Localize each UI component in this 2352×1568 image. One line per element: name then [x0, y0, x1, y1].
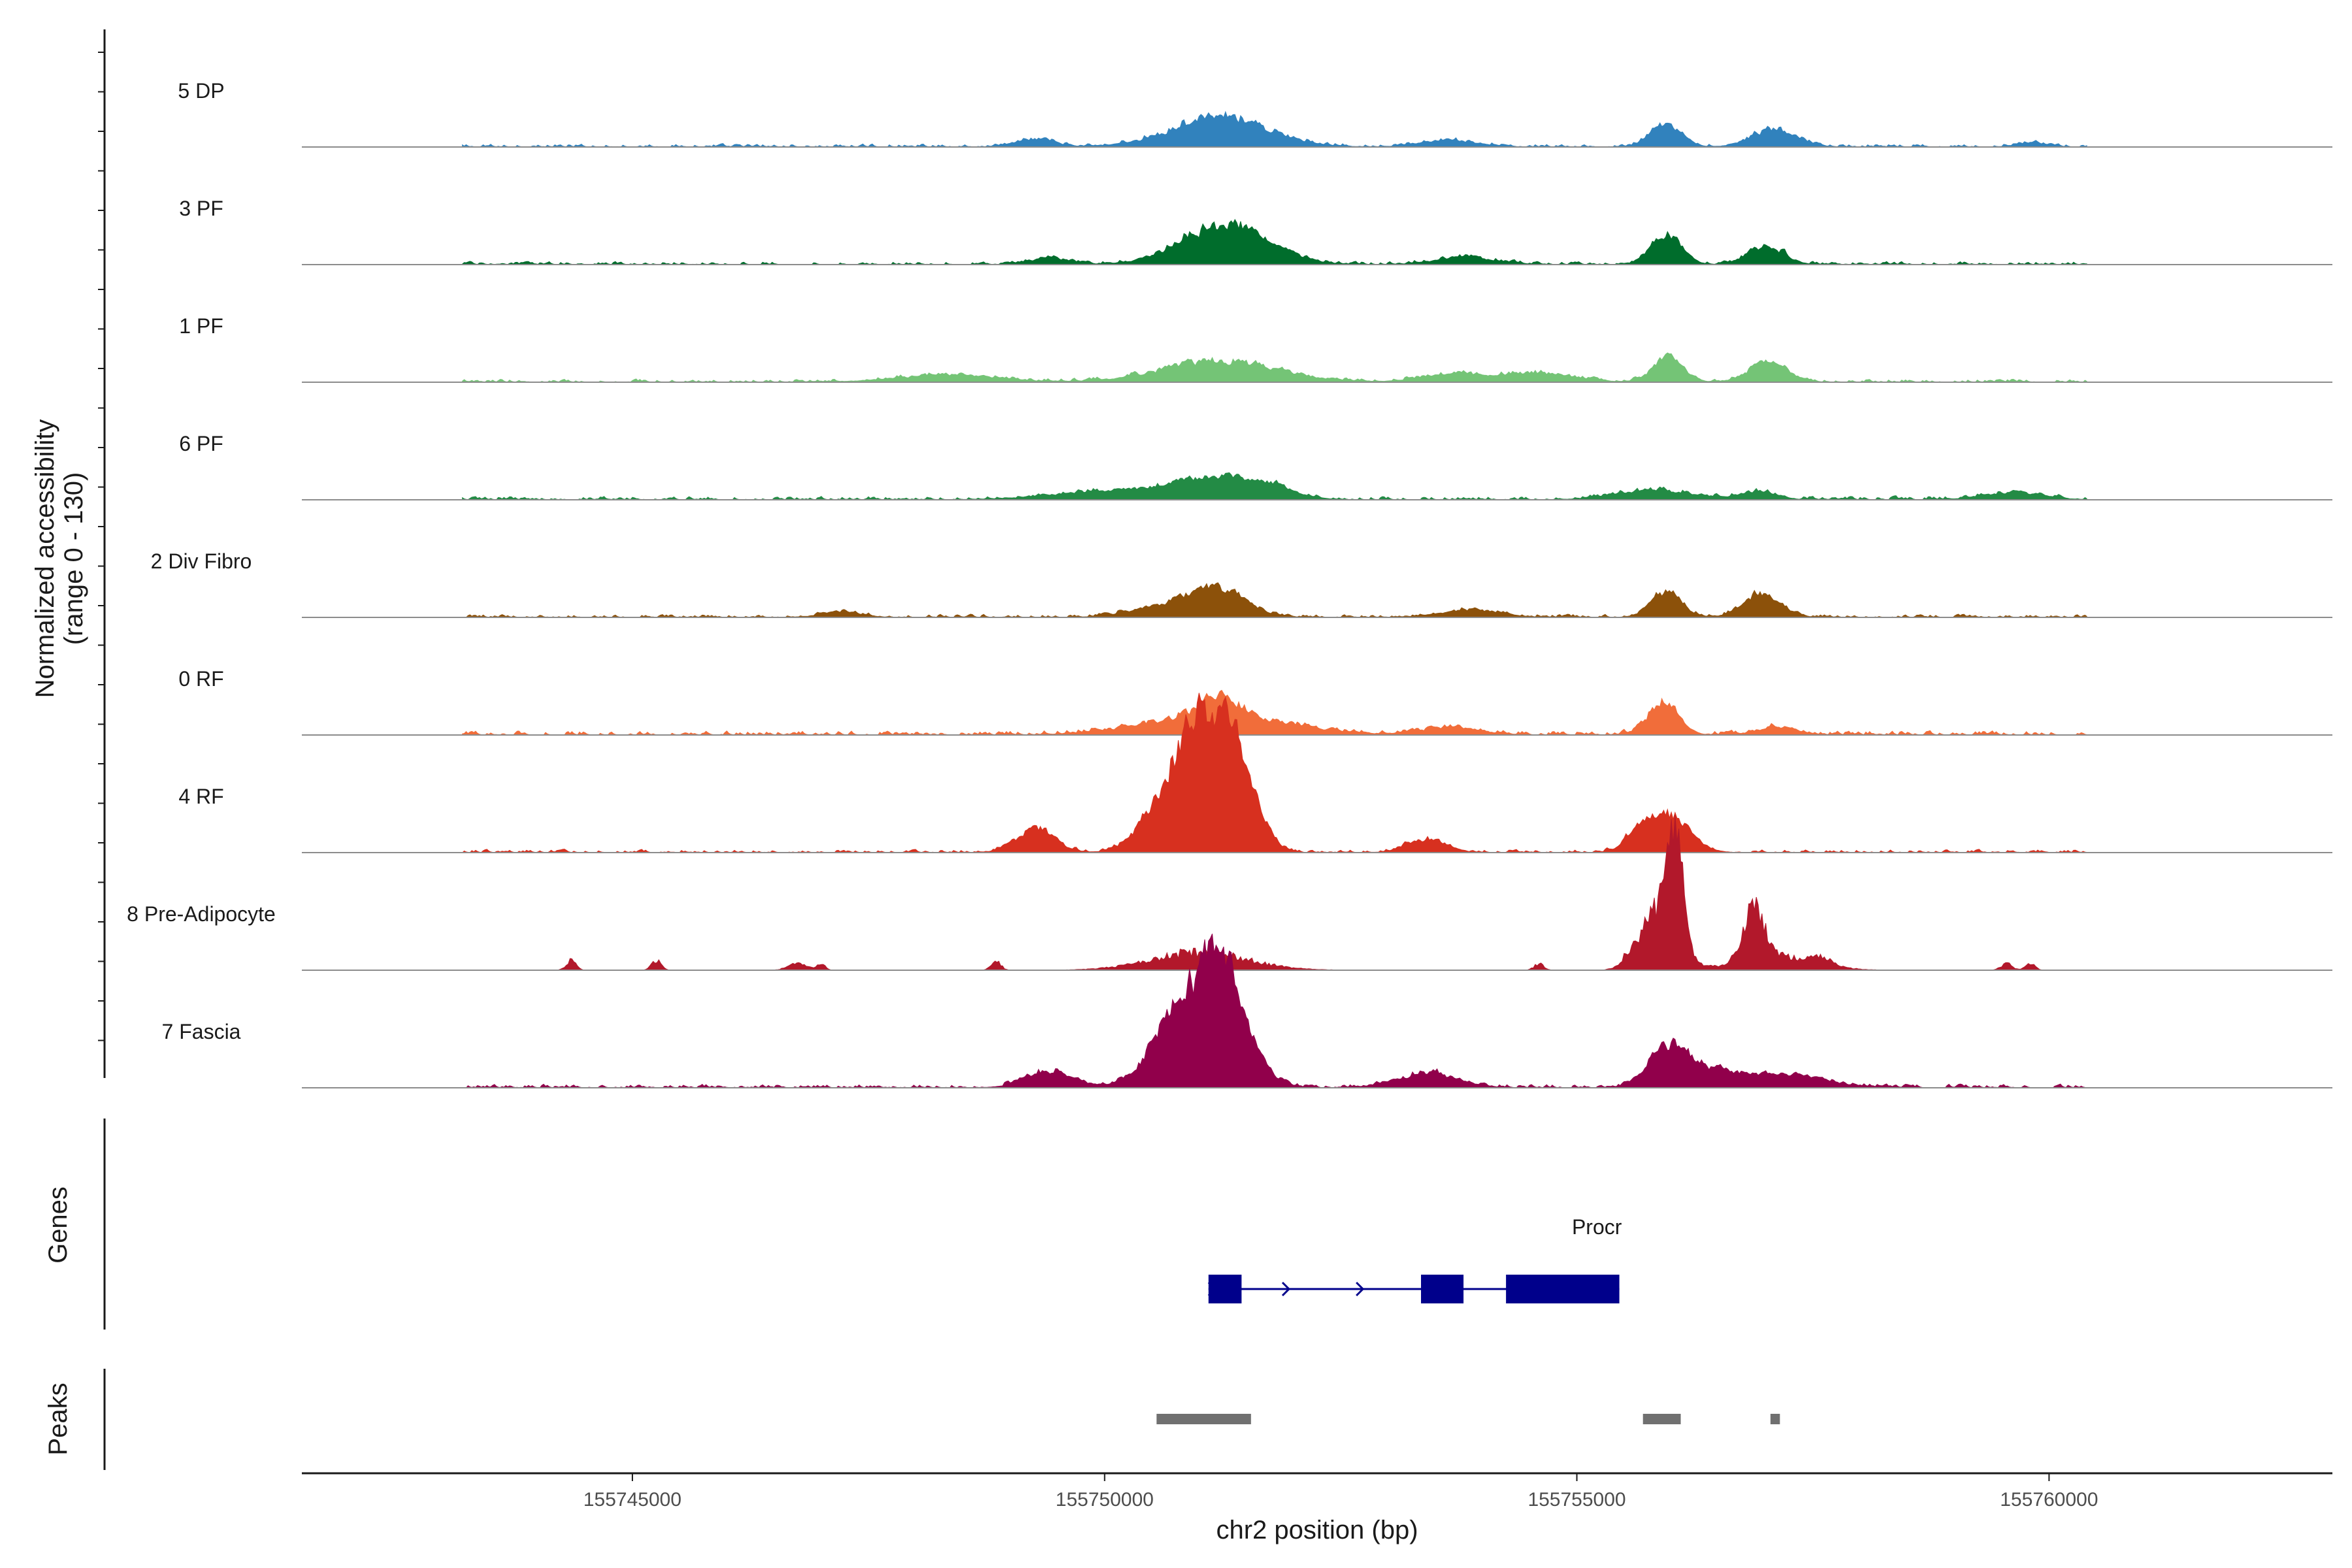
- track-label-0-rf: 0 RF: [178, 667, 223, 691]
- gene-exon: [1421, 1275, 1464, 1303]
- track-0-rf: 0 RF: [178, 667, 2332, 736]
- track-6-pf: 6 PF: [179, 432, 2332, 500]
- genes-panel-title: Genes: [44, 1186, 73, 1264]
- gene-procr: Procr: [1207, 1215, 1622, 1303]
- track-4-rf: 4 RF: [178, 693, 2332, 853]
- gene-annotation-panel: Procr: [1207, 1215, 1622, 1303]
- track-label-8-pre-adipocyte: 8 Pre-Adipocyte: [127, 902, 276, 926]
- track-3-pf: 3 PF: [179, 197, 2332, 265]
- strand-arrow-icon: [1356, 1281, 1365, 1297]
- track-label-6-pf: 6 PF: [179, 432, 223, 455]
- track-7-fascia: 7 Fascia: [162, 934, 2332, 1088]
- track-1-pf: 1 PF: [179, 314, 2332, 383]
- coverage-area-2-div-fibro: [462, 582, 2087, 618]
- coverage-area-6-pf: [462, 472, 2087, 500]
- track-8-pre-adipocyte: 8 Pre-Adipocyte: [127, 815, 2332, 971]
- x-tick-label: 155760000: [2000, 1489, 2098, 1511]
- y-axis-title: Normalized accessibility: [31, 419, 59, 698]
- x-axis-title: chr2 position (bp): [1216, 1516, 1418, 1544]
- track-label-1-pf: 1 PF: [179, 314, 223, 338]
- coverage-tracks: 5 DP 3 PF 1 PF 6 PF 2 Div Fibro 0 RF 4 RF 8 Pre…: [127, 79, 2332, 1088]
- coverage-area-3-pf: [462, 219, 2087, 265]
- peak-region: [1156, 1414, 1251, 1424]
- coverage-area-4-rf: [461, 693, 2087, 853]
- track-label-4-rf: 4 RF: [178, 785, 223, 808]
- track-label-5-dp: 5 DP: [178, 79, 224, 103]
- x-axis-ticks: 155745000 155750000 155755000 155760000: [583, 1473, 2098, 1511]
- peak-region: [1770, 1414, 1780, 1424]
- coverage-area-0-rf: [462, 689, 2087, 736]
- y-axis-title-range: (range 0 - 130): [59, 472, 88, 645]
- coverage-area-1-pf: [462, 352, 2087, 383]
- gene-label: Procr: [1572, 1215, 1622, 1239]
- track-2-div-fibro: 2 Div Fibro: [151, 549, 2332, 618]
- track-5-dp: 5 DP: [178, 79, 2332, 148]
- x-tick-label: 155745000: [583, 1489, 681, 1511]
- track-label-2-div-fibro: 2 Div Fibro: [151, 549, 252, 573]
- x-tick-label: 155755000: [1527, 1489, 1625, 1511]
- track-label-3-pf: 3 PF: [179, 197, 223, 220]
- gene-exon: [1506, 1275, 1620, 1303]
- strand-arrow-icon: [1281, 1281, 1291, 1297]
- peak-regions-panel: [1156, 1414, 1780, 1424]
- coverage-area-7-fascia: [462, 934, 2087, 1088]
- peaks-panel-title: Peaks: [44, 1382, 73, 1455]
- track-label-7-fascia: 7 Fascia: [162, 1020, 241, 1043]
- gene-exon: [1208, 1275, 1242, 1303]
- coverage-area-5-dp: [462, 110, 2087, 148]
- x-tick-label: 155750000: [1056, 1489, 1154, 1511]
- tracks-y-axis-ticks: [98, 52, 105, 1041]
- peak-region: [1642, 1414, 1681, 1424]
